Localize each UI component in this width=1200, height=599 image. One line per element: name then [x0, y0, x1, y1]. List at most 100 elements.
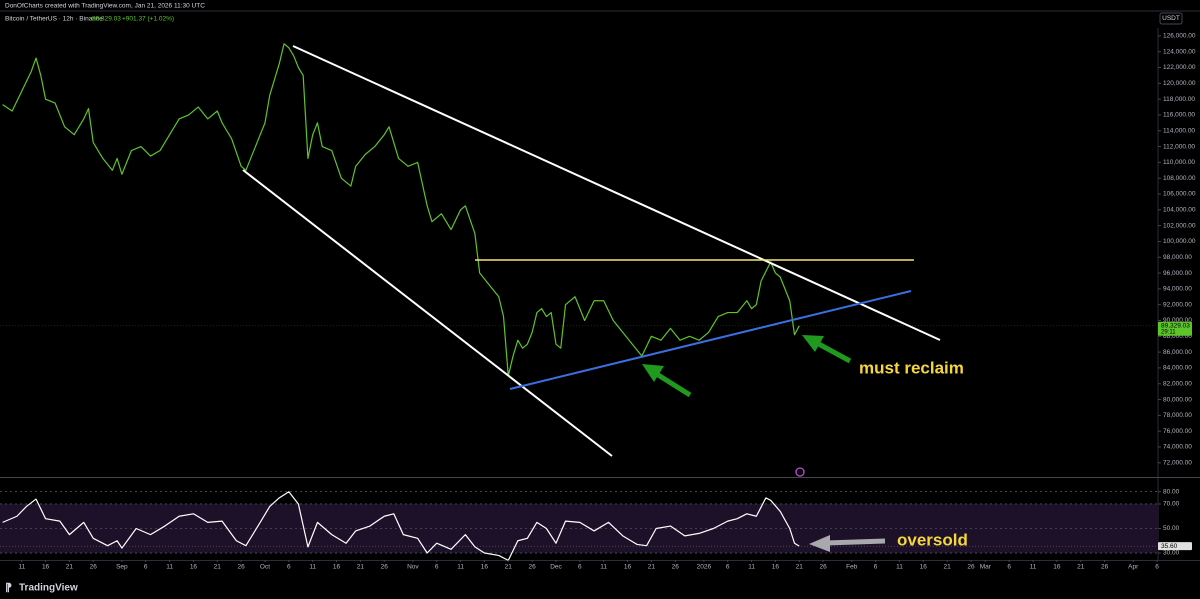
x-tick-label: 21: [796, 564, 804, 571]
y-tick-label: 108,000.00: [1163, 175, 1196, 182]
green-arrow: [802, 335, 852, 364]
legend-change: +901.37 (+1.02%): [122, 16, 174, 23]
y-tick-label: 90,000.00: [1163, 317, 1192, 324]
x-tick-label: 26: [238, 564, 246, 571]
rsi-band: [0, 503, 1158, 554]
x-tick-label: Mar: [980, 564, 992, 571]
x-tick-label: 16: [920, 564, 928, 571]
y-tick-label: 94,000.00: [1163, 286, 1192, 293]
y-tick-label: 82,000.00: [1163, 380, 1192, 387]
x-tick-label: 16: [481, 564, 489, 571]
x-tick-label: 16: [190, 564, 198, 571]
annotation: must reclaim: [859, 358, 964, 377]
y-tick-label: 114,000.00: [1163, 127, 1195, 134]
x-tick-label: 6: [435, 564, 439, 571]
y-tick-label: 80,000.00: [1163, 396, 1192, 403]
currency[interactable]: USDT: [1162, 15, 1180, 22]
y-tick-label: 104,000.00: [1163, 207, 1196, 214]
x-tick-label: 11: [18, 564, 25, 571]
lower-trendline: [242, 169, 613, 457]
x-tick-label: 26: [90, 564, 98, 571]
x-tick-label: 6: [287, 564, 291, 571]
green-arrow: [642, 364, 692, 398]
x-tick-label: 16: [333, 564, 341, 571]
y-tick-label: 86,000.00: [1163, 349, 1192, 356]
x-tick-label: 6: [1007, 564, 1011, 571]
y-tick-label: 76,000.00: [1163, 428, 1192, 435]
symbol: Bitcoin / TetherUS · 12h · Binance: [5, 16, 103, 23]
y-tick-label: 50.00: [1163, 525, 1180, 532]
x-tick-label: 16: [772, 564, 780, 571]
x-tick-label: 26: [820, 564, 828, 571]
current-value-label: 35.60: [1161, 543, 1178, 550]
x-tick-label: 11: [896, 564, 903, 571]
y-tick-label: 112,000.00: [1163, 143, 1195, 150]
x-tick-label: 21: [357, 564, 365, 571]
x-tick-label: 21: [648, 564, 656, 571]
x-tick-label: 6: [874, 564, 878, 571]
x-tick-label: Oct: [260, 564, 270, 571]
x-tick-label: 6: [726, 564, 730, 571]
x-tick-label: 6: [1155, 564, 1159, 571]
x-tick-label: 11: [457, 564, 464, 571]
y-tick-label: 72,000.00: [1163, 459, 1192, 466]
x-tick-label: 6: [144, 564, 148, 571]
x-tick-label: Feb: [846, 564, 858, 571]
y-tick-label: 100,000.00: [1163, 238, 1196, 245]
x-tick-label: 16: [42, 564, 50, 571]
brand-mark: ⁋: [5, 582, 12, 594]
x-tick-label: 16: [1053, 564, 1061, 571]
y-tick-label: 92,000.00: [1163, 301, 1192, 308]
x-tick-label: 26: [381, 564, 389, 571]
y-tick-label: 116,000.00: [1163, 112, 1195, 119]
y-tick-label: 118,000.00: [1163, 96, 1195, 103]
y-tick-label: 84,000.00: [1163, 365, 1192, 372]
y-tick-label: 122,000.00: [1163, 64, 1196, 71]
drawings: [242, 45, 941, 552]
x-tick-label: 26: [529, 564, 537, 571]
x-tick-label: 11: [600, 564, 607, 571]
y-tick-label: 30.00: [1163, 550, 1180, 557]
x-tick-label: 21: [1077, 564, 1085, 571]
x-tick-label: 11: [166, 564, 173, 571]
x-tick-label: 6: [578, 564, 582, 571]
x-tick-label: 11: [1030, 564, 1037, 571]
current-value-tag: [1158, 542, 1192, 551]
x-tick-label: 26: [672, 564, 680, 571]
y-tick-label: 74,000.00: [1163, 444, 1192, 451]
x-tick-label: 2026: [697, 564, 712, 571]
y-tick-label: 124,000.00: [1163, 48, 1196, 55]
y-tick-label: 70.00: [1163, 501, 1180, 508]
x-tick-label: Nov: [407, 564, 419, 571]
x-tick-label: 21: [505, 564, 513, 571]
y-tick-label: 98,000.00: [1163, 254, 1192, 261]
current-value-tag: [1158, 321, 1192, 336]
x-tick-label: 11: [309, 564, 316, 571]
y-tick-label: 102,000.00: [1163, 222, 1196, 229]
x-tick-label: 26: [1101, 564, 1109, 571]
brand[interactable]: TradingView: [19, 583, 78, 594]
y-tick-label: 88,000.00: [1163, 333, 1192, 340]
gray-arrow: [809, 535, 886, 552]
currency-box[interactable]: [1159, 12, 1183, 25]
x-tick-label: 21: [944, 564, 952, 571]
upper-trendline: [292, 45, 941, 341]
brand-logo[interactable]: ⁋: [5, 582, 12, 594]
y-tick-label: 120,000.00: [1163, 80, 1196, 87]
event-icon[interactable]: [795, 467, 805, 477]
y-tick-label: 110,000.00: [1163, 159, 1195, 166]
x-tick-label: 16: [624, 564, 632, 571]
x-tick-label: 21: [214, 564, 222, 571]
annotation: oversold: [897, 530, 968, 549]
y-tick-label: 106,000.00: [1163, 191, 1196, 198]
support-trendline: [509, 290, 912, 390]
countdown: 29:11: [1161, 329, 1176, 335]
x-tick-label: 21: [66, 564, 74, 571]
x-tick-label: 26: [967, 564, 975, 571]
y-tick-label: 78,000.00: [1163, 412, 1192, 419]
x-tick-label: 11: [748, 564, 755, 571]
x-tick-label: Sep: [116, 564, 128, 571]
legend-price: 89,329.03: [92, 16, 121, 23]
